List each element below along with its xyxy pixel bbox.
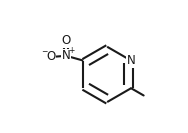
Text: O: O	[61, 34, 71, 47]
Text: N: N	[127, 54, 136, 67]
Text: −: −	[42, 47, 48, 57]
Text: N: N	[62, 49, 70, 62]
Text: O: O	[46, 51, 56, 63]
Text: +: +	[68, 46, 75, 55]
